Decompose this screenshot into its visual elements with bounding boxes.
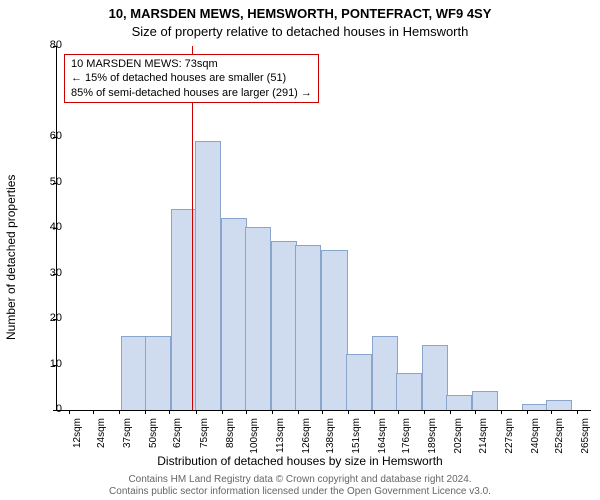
histogram-bar: [245, 227, 271, 410]
x-tick-label: 100sqm: [249, 418, 260, 458]
x-tick-label: 202sqm: [453, 418, 464, 458]
x-tick-label: 75sqm: [199, 418, 210, 458]
x-tick-label: 227sqm: [504, 418, 515, 458]
x-tick-mark: [322, 410, 323, 414]
y-tick-label: 80: [32, 39, 62, 51]
footer-attribution: Contains HM Land Registry data © Crown c…: [0, 474, 600, 498]
x-tick-label: 176sqm: [401, 418, 412, 458]
x-tick-mark: [298, 410, 299, 414]
chart-title-subtitle: Size of property relative to detached ho…: [0, 24, 600, 39]
histogram-bar: [295, 245, 321, 410]
x-tick-label: 265sqm: [580, 418, 591, 458]
x-tick-mark: [272, 410, 273, 414]
footer-line2: Contains public sector information licen…: [0, 486, 600, 498]
histogram-bar: [171, 209, 197, 410]
x-tick-label: 138sqm: [325, 418, 336, 458]
histogram-bar: [221, 218, 247, 410]
x-tick-label: 240sqm: [530, 418, 541, 458]
histogram-bar: [446, 395, 472, 410]
x-tick-mark: [119, 410, 120, 414]
info-line-smaller: ← 15% of detached houses are smaller (51…: [71, 71, 312, 85]
histogram-bar: [396, 373, 422, 410]
x-tick-mark: [475, 410, 476, 414]
x-tick-mark: [93, 410, 94, 414]
y-tick-label: 0: [32, 403, 62, 415]
histogram-bar: [121, 336, 147, 410]
x-tick-mark: [69, 410, 70, 414]
x-tick-label: 189sqm: [427, 418, 438, 458]
x-tick-mark: [551, 410, 552, 414]
x-tick-label: 24sqm: [96, 418, 107, 458]
histogram-bar: [271, 241, 297, 410]
x-tick-mark: [246, 410, 247, 414]
x-tick-mark: [577, 410, 578, 414]
footer-line1: Contains HM Land Registry data © Crown c…: [0, 474, 600, 486]
info-box: 10 MARSDEN MEWS: 73sqm ← 15% of detached…: [64, 54, 319, 103]
x-tick-label: 37sqm: [122, 418, 133, 458]
y-tick-label: 50: [32, 176, 62, 188]
x-tick-label: 164sqm: [377, 418, 388, 458]
y-tick-label: 60: [32, 130, 62, 142]
x-tick-mark: [501, 410, 502, 414]
x-tick-mark: [398, 410, 399, 414]
histogram-bar: [321, 250, 347, 410]
info-line-property: 10 MARSDEN MEWS: 73sqm: [71, 57, 312, 71]
histogram-bar: [195, 141, 221, 410]
x-tick-mark: [527, 410, 528, 414]
x-tick-label: 12sqm: [72, 418, 83, 458]
x-tick-label: 88sqm: [225, 418, 236, 458]
x-tick-mark: [450, 410, 451, 414]
x-tick-label: 252sqm: [554, 418, 565, 458]
x-tick-label: 126sqm: [301, 418, 312, 458]
y-axis-label: Number of detached properties: [4, 85, 18, 250]
chart-container: 10, MARSDEN MEWS, HEMSWORTH, PONTEFRACT,…: [0, 0, 600, 500]
histogram-bar: [145, 336, 171, 410]
y-tick-label: 10: [32, 358, 62, 370]
x-tick-mark: [222, 410, 223, 414]
histogram-bar: [422, 345, 448, 410]
x-tick-label: 113sqm: [275, 418, 286, 458]
x-tick-mark: [424, 410, 425, 414]
x-tick-label: 50sqm: [148, 418, 159, 458]
x-tick-mark: [374, 410, 375, 414]
x-tick-mark: [169, 410, 170, 414]
y-tick-label: 30: [32, 267, 62, 279]
x-tick-mark: [145, 410, 146, 414]
chart-title-address: 10, MARSDEN MEWS, HEMSWORTH, PONTEFRACT,…: [0, 6, 600, 21]
y-tick-label: 20: [32, 312, 62, 324]
info-line-larger: 85% of semi-detached houses are larger (…: [71, 86, 312, 100]
x-tick-mark: [196, 410, 197, 414]
histogram-bar: [372, 336, 398, 410]
y-tick-label: 40: [32, 221, 62, 233]
x-tick-label: 151sqm: [351, 418, 362, 458]
histogram-bar: [346, 354, 372, 410]
histogram-bar: [546, 400, 572, 410]
histogram-bar: [472, 391, 498, 410]
x-tick-mark: [348, 410, 349, 414]
x-tick-label: 62sqm: [172, 418, 183, 458]
x-tick-label: 214sqm: [478, 418, 489, 458]
